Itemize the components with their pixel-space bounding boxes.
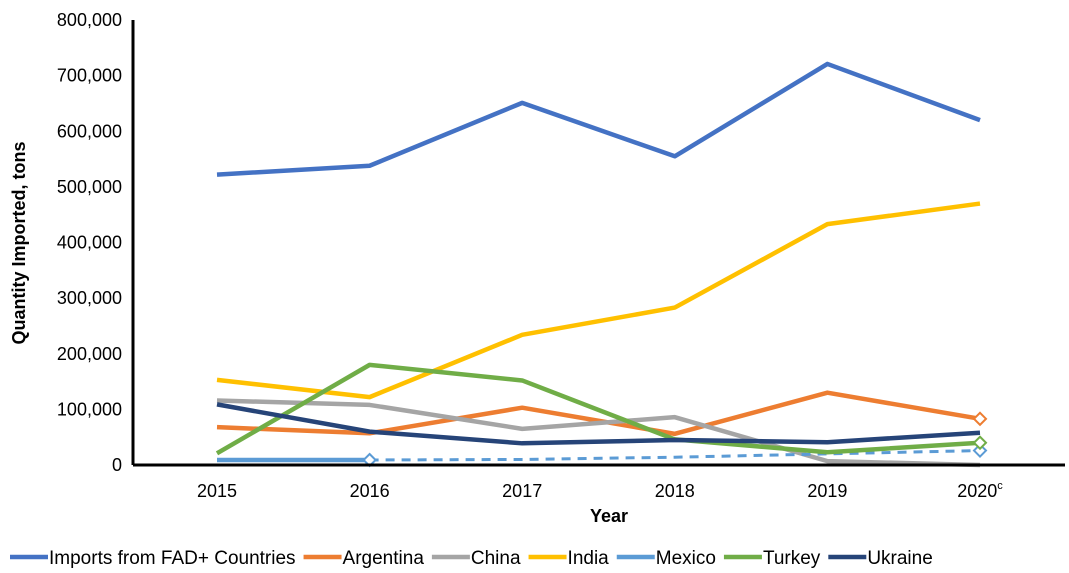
y-tick-label: 700,000	[57, 66, 122, 86]
series-turkey-marker	[972, 435, 988, 451]
x-tick-label: 2018	[655, 481, 695, 501]
series-line-argentina	[216, 390, 981, 437]
x-tick-superscript: c	[997, 480, 1003, 492]
y-tick-label: 100,000	[57, 399, 122, 419]
y-tick-label: 0	[112, 455, 122, 475]
series-line-india	[216, 201, 981, 400]
series-line-turkey	[215, 362, 981, 456]
legend-label-india: India	[568, 548, 610, 569]
y-tick-label: 500,000	[57, 177, 122, 197]
y-axis-ticks: 0 100,000 200,000 300,000 400,000 500,000 600,…	[57, 10, 122, 475]
x-tick-label: 2015	[197, 481, 237, 501]
series-line-mexico-dashed	[369, 449, 981, 462]
x-axis-title: Year	[590, 506, 628, 526]
legend-label-imports-from-fad-countries: Imports from FAD+ Countries	[49, 548, 296, 569]
y-tick-label: 400,000	[57, 233, 122, 253]
legend-label-argentina: Argentina	[343, 548, 425, 569]
series-argentina-marker	[972, 411, 988, 427]
x-tick-label: 2020c	[957, 480, 1003, 501]
y-tick-label: 300,000	[57, 288, 122, 308]
x-tick-label: 2019	[807, 481, 847, 501]
y-axis-title: Quantity Imported, tons	[9, 141, 29, 344]
series-line-imports-from-fad-countries	[216, 61, 981, 177]
x-axis-ticks: 2015 2016 2017 2018 2019 2020c	[197, 480, 1003, 501]
y-tick-label: 200,000	[57, 344, 122, 364]
legend-label-mexico: Mexico	[656, 548, 716, 569]
legend-label-turkey: Turkey	[763, 548, 821, 569]
legend-label-china: China	[471, 548, 521, 569]
y-tick-label: 600,000	[57, 121, 122, 141]
x-tick-label: 2017	[502, 481, 542, 501]
series-line-china	[216, 398, 981, 468]
series-lines	[215, 61, 988, 468]
x-tick-label: 2016	[350, 481, 390, 501]
legend-label-ukraine: Ukraine	[867, 548, 932, 569]
series-mexico-marker	[972, 443, 988, 458]
series-line-ukraine	[216, 402, 981, 446]
legend: Imports from FAD+ Countries Argentina Chin…	[10, 548, 933, 569]
y-tick-label: 800,000	[57, 10, 122, 30]
